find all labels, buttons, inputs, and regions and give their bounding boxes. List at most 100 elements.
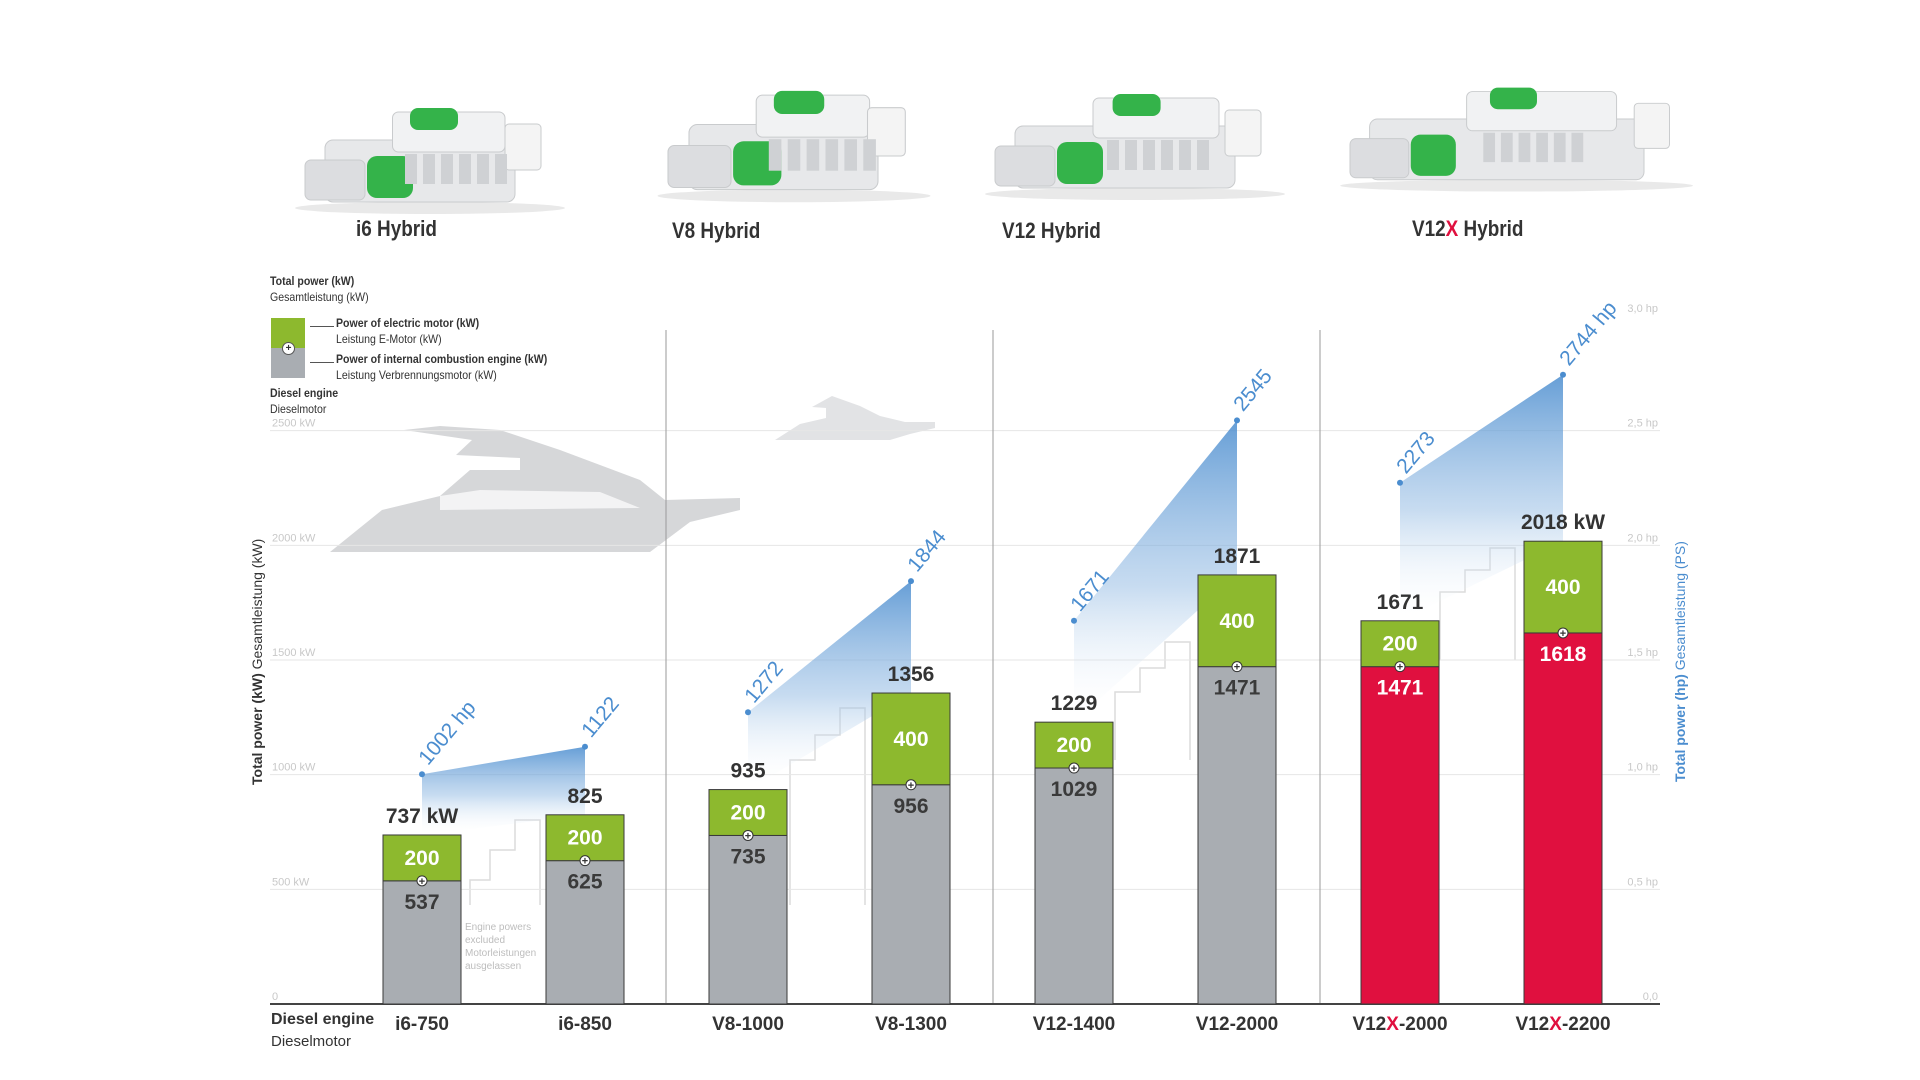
electric-value-label: 200 (404, 847, 439, 870)
x-tick-label-prefix: i6-750 (395, 1014, 449, 1035)
x-tick-label-prefix: V8-1300 (875, 1014, 947, 1035)
hp-area (748, 581, 911, 790)
plus-icon (416, 875, 428, 887)
ice-value-label: 735 (730, 845, 765, 868)
bars: + + + + + + + + (382, 540, 1603, 1005)
y-tick-left: 1000 kW (272, 762, 316, 774)
engine-cooler (1224, 109, 1262, 157)
engine-cylinder (1161, 140, 1173, 170)
plus-icon (1557, 627, 1569, 639)
hp-point (745, 709, 751, 716)
x-tick-label: V12-1400 (1033, 1014, 1115, 1035)
electric-value-label: 200 (1382, 633, 1417, 656)
engine-cylinder (423, 154, 435, 184)
engine-cylinder (1571, 132, 1584, 163)
engine-cylinder (405, 154, 417, 184)
x-tick-label-prefix: V12-2000 (1196, 1014, 1278, 1035)
engine-gearbox (1349, 138, 1410, 179)
legend-electric-de: Leistung E-Motor (kW) (336, 332, 442, 346)
bar-ice-segment (1034, 767, 1114, 1005)
plus-icon-glyph: + (745, 830, 751, 842)
bar-ice-segment (1197, 666, 1277, 1005)
x-tick-label: V8-1000 (712, 1014, 784, 1035)
engine-shadow (295, 202, 565, 214)
y-tick-right: 2,0 hp (1627, 532, 1658, 544)
total-value-label: 1356 (888, 663, 935, 686)
bar-electric-segment (382, 834, 462, 882)
y-tick-left: 2500 kW (272, 418, 316, 430)
engine-cylinder (1197, 140, 1209, 170)
i6-engine-illustration (295, 108, 565, 214)
legend-ice-en: Power of internal combustion engine (kW) (336, 352, 548, 366)
engine-cylinder (844, 139, 857, 171)
engine-cylinder (1553, 132, 1566, 163)
total-value-label: 1229 (1051, 692, 1098, 715)
engine-cooler (504, 123, 542, 171)
engine-title-v8: V8 Hybrid (672, 218, 761, 243)
plus-icon (1394, 661, 1406, 673)
small-yacht-icon (775, 396, 935, 440)
bar-electric-segment (545, 814, 625, 862)
total-value-label: 1671 (1377, 591, 1424, 614)
legend-ice-de: Leistung Verbrennungsmotor (kW) (336, 368, 497, 382)
engine-cylinder (477, 154, 489, 184)
hp-area (1400, 374, 1563, 621)
total-value-label: 1871 (1214, 545, 1261, 568)
bar-electric-segment (1523, 540, 1603, 634)
engine-cooler (866, 107, 906, 157)
hp-value-label: 1844 (903, 526, 951, 577)
legend-connector-line (310, 326, 334, 327)
right-axis-title: Total power (hp) Gesamtleistung (PS) (1672, 541, 1688, 782)
plus-icon (905, 779, 917, 791)
ice-value-label: 956 (893, 795, 928, 818)
engine-cylinder (806, 139, 820, 171)
electric-motor (367, 156, 413, 198)
engine-cylinder (1179, 140, 1191, 170)
engine-title-i6: i6 Hybrid (356, 216, 437, 241)
ice-value-label: 1029 (1051, 778, 1098, 801)
y-tick-left: 500 kW (272, 876, 310, 888)
plus-icon-glyph: + (1234, 662, 1240, 674)
hp-point (419, 771, 425, 778)
engine-illustrations (295, 87, 1693, 214)
left-axis-title: Total power (kW) Gesamtleistung (kW) (249, 539, 265, 785)
engine-cylinder (1107, 140, 1119, 170)
electric-motor (1410, 134, 1456, 176)
engine-green-cover (773, 90, 825, 114)
hp-point (1397, 479, 1403, 486)
x-tick-label: V8-1300 (875, 1014, 947, 1035)
bar-ice-segment (1523, 632, 1603, 1005)
x-tick-label: V12-2000 (1196, 1014, 1278, 1035)
bar-electric-segment (1034, 721, 1114, 769)
y-tick-left: 1500 kW (272, 647, 316, 659)
engine-shadow (1340, 179, 1693, 192)
engine-cylinder (825, 139, 839, 171)
engine-cylinder (495, 154, 507, 184)
engine-cooler (1633, 102, 1670, 149)
engine-cylinder (768, 139, 782, 171)
engine-cylinder (441, 154, 453, 184)
plus-icon-glyph: + (1397, 662, 1403, 674)
hp-point (1071, 617, 1077, 624)
x-axis-label-en: Diesel engine (271, 1011, 374, 1028)
electric-value-label: 200 (567, 827, 602, 850)
x-tick-label: i6-850 (558, 1014, 612, 1035)
y-tick-right: 3,0 hp (1627, 303, 1658, 315)
plus-icon-glyph: + (419, 876, 425, 888)
engine-gearbox (994, 145, 1056, 187)
ice-value-label: 625 (567, 871, 602, 894)
hp-point (1234, 417, 1240, 424)
v12x-engine-illustration (1340, 87, 1693, 192)
engine-green-cover (1112, 94, 1161, 116)
hp-area (422, 746, 585, 835)
plus-icon (1231, 661, 1243, 673)
bar-electric-segment (708, 789, 788, 836)
total-value-label: 737 kW (386, 805, 459, 828)
engine-cylinder (1500, 132, 1513, 163)
engine-top (1466, 91, 1618, 132)
hp-point (908, 578, 914, 585)
engine-green-cover (1489, 87, 1537, 110)
y-tick-left: 0 (272, 991, 278, 1003)
plus-icon (579, 855, 591, 867)
y-tick-left: 2000 kW (272, 532, 316, 544)
